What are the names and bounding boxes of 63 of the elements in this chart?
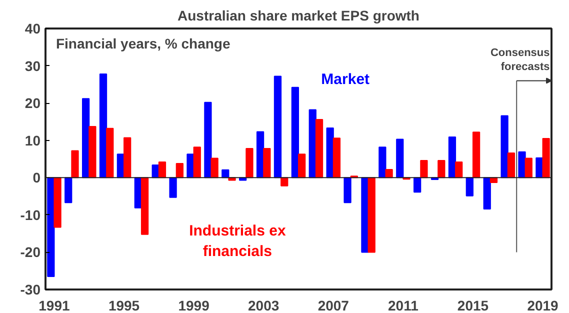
x-tick-label: 2015 xyxy=(457,298,489,313)
bar xyxy=(438,160,446,178)
bar xyxy=(542,138,550,178)
x-tick-label: 2007 xyxy=(318,298,350,313)
bar xyxy=(483,177,491,210)
bar xyxy=(210,158,218,178)
bar xyxy=(455,161,463,178)
bar xyxy=(524,158,532,178)
y-tick-label: -10 xyxy=(20,206,41,223)
y-tick-label: -30 xyxy=(20,282,41,298)
y-tick-label: 40 xyxy=(24,20,41,36)
bar xyxy=(420,160,428,178)
x-tick-label: 1999 xyxy=(178,298,210,313)
bar xyxy=(344,177,352,204)
bar xyxy=(99,73,108,178)
bar xyxy=(263,148,271,178)
x-tick-label: 2003 xyxy=(248,298,280,313)
annotation: Consensus forecasts xyxy=(490,46,550,74)
bar xyxy=(518,151,526,178)
bar xyxy=(368,177,376,253)
bar xyxy=(140,177,149,235)
bar xyxy=(54,177,62,228)
bar xyxy=(500,115,508,178)
bar xyxy=(332,138,341,178)
bar xyxy=(361,177,369,253)
x-tick-label: 1995 xyxy=(108,298,140,313)
bar xyxy=(385,168,393,178)
bar xyxy=(414,177,422,193)
y-tick-label: 30 xyxy=(24,58,41,74)
x-tick-label: 2019 xyxy=(527,298,559,313)
bar xyxy=(315,118,324,178)
bar xyxy=(88,126,96,178)
bar xyxy=(169,177,177,198)
bar xyxy=(291,86,299,178)
text: Industrials ex financials xyxy=(189,222,286,260)
x-tick-label: 2011 xyxy=(388,298,419,313)
annotation: Financial years, % change xyxy=(56,35,230,52)
bar xyxy=(124,137,132,178)
bar xyxy=(396,138,404,178)
x-tick-label: 1991 xyxy=(38,298,70,313)
bar xyxy=(158,161,166,178)
bar xyxy=(47,177,55,277)
bar xyxy=(176,162,184,178)
bar xyxy=(298,154,306,178)
bar xyxy=(274,76,282,178)
series-label: Market xyxy=(321,71,370,88)
bar xyxy=(280,177,288,186)
bar xyxy=(472,132,480,178)
bar xyxy=(193,146,201,178)
bar xyxy=(466,177,474,196)
bar xyxy=(448,136,456,178)
bar xyxy=(246,148,254,178)
bar xyxy=(71,150,79,178)
bar xyxy=(378,146,386,178)
bar xyxy=(204,102,212,178)
bar xyxy=(106,128,114,178)
y-tick-label: 0 xyxy=(32,170,41,186)
y-tick-label: -20 xyxy=(20,244,41,260)
y-tick-label: 10 xyxy=(24,132,41,148)
y-tick-label: 20 xyxy=(24,95,41,112)
bar xyxy=(507,152,516,178)
chart-title: Australian share market EPS growth xyxy=(178,8,420,24)
bar xyxy=(64,177,72,204)
